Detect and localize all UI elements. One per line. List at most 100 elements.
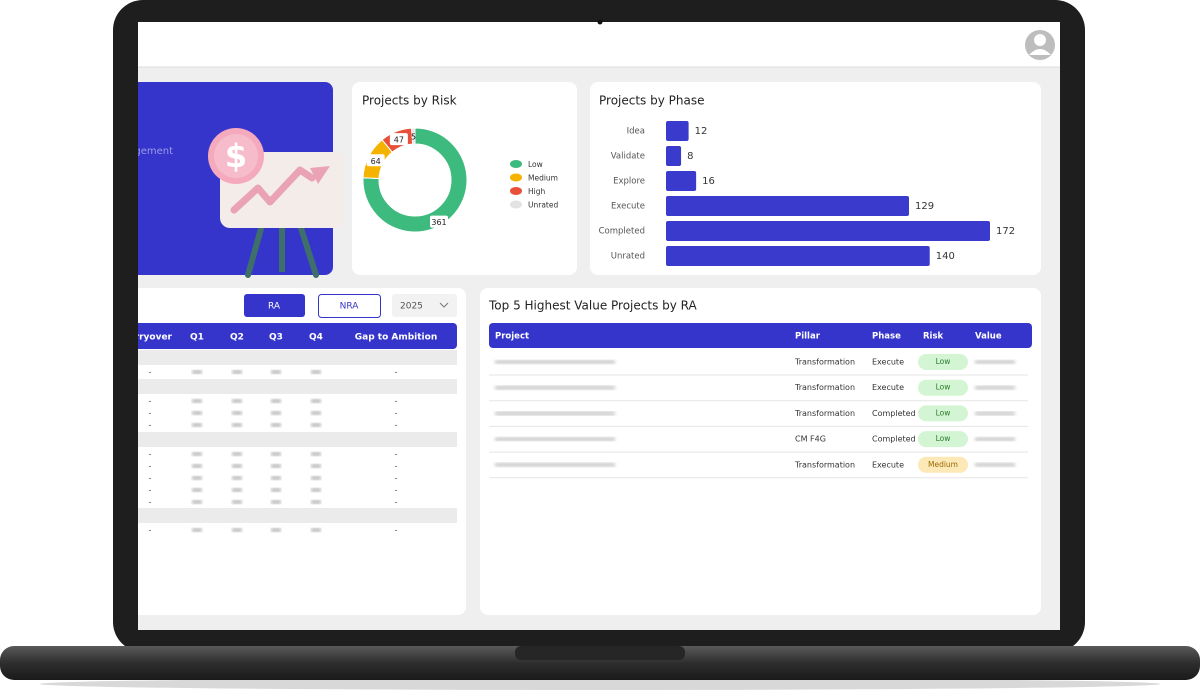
chevron — [439, 302, 449, 308]
cell: - — [149, 421, 152, 430]
cell: - — [395, 397, 398, 406]
blurred-cell — [271, 411, 281, 415]
legend-label: Unrated — [528, 201, 558, 210]
cell: Execute — [872, 383, 904, 392]
blurred-cell — [192, 500, 202, 504]
notch — [515, 646, 685, 660]
blurred-cell — [192, 399, 202, 403]
blurred-cell — [311, 399, 321, 403]
risk-label: Low — [936, 434, 951, 443]
ra-button[interactable] — [244, 294, 305, 317]
cell: - — [149, 409, 152, 418]
data-label: 12 — [695, 126, 708, 137]
cell: Completed — [872, 409, 916, 418]
year-dropdown[interactable] — [392, 294, 457, 317]
cell: - — [395, 409, 398, 418]
risk-label: Medium — [928, 460, 958, 469]
label-box — [430, 215, 448, 228]
donut-slice — [411, 127, 416, 145]
cell: Transformation — [794, 383, 855, 392]
table-title: Top 5 Highest Value Projects by RA — [488, 299, 698, 313]
blurred-cell — [311, 452, 321, 456]
data-label: 140 — [936, 251, 955, 262]
blurred-cell — [311, 488, 321, 492]
data-label: 129 — [915, 201, 934, 212]
data-label: 361 — [431, 218, 446, 227]
cell: Transformation — [794, 358, 855, 367]
blurred-cell — [232, 399, 242, 403]
blurred-cell — [975, 437, 1015, 442]
data-label: 172 — [996, 226, 1015, 237]
blurred-cell — [495, 385, 615, 390]
cell: Execute — [872, 358, 904, 367]
blurred-cell — [975, 411, 1015, 416]
column-header: Q1 — [190, 333, 204, 343]
shadow — [40, 678, 1160, 690]
blurred-cell — [232, 476, 242, 480]
risk-label: Low — [936, 383, 951, 392]
blurred-cell — [271, 476, 281, 480]
blurred-cell — [232, 528, 242, 532]
cell: - — [395, 368, 398, 377]
blurred-cell — [192, 370, 202, 374]
y-tick-label: Explore — [613, 177, 645, 187]
nra-button[interactable] — [318, 294, 381, 318]
blurred-cell — [192, 464, 202, 468]
legend-label: Medium — [528, 174, 558, 183]
group-row — [138, 379, 457, 394]
legend-marker — [510, 200, 522, 209]
blurred-cell — [232, 452, 242, 456]
blurred-cell — [975, 462, 1015, 467]
blurred-cell — [232, 500, 242, 504]
blurred-cell — [232, 423, 242, 427]
legend-marker — [510, 173, 522, 182]
label-box — [366, 154, 385, 167]
column-header: Value — [975, 332, 1002, 342]
group-row — [138, 432, 457, 447]
data-label: 5 — [411, 133, 416, 142]
cell: - — [149, 474, 152, 483]
button-label: NRA — [340, 302, 360, 312]
cell: - — [395, 462, 398, 471]
cell: - — [149, 397, 152, 406]
cell: - — [149, 498, 152, 507]
blurred-cell — [311, 423, 321, 427]
blurred-cell — [495, 437, 615, 442]
chart-title: Projects by Phase — [599, 94, 705, 108]
blurred-cell — [232, 464, 242, 468]
column-header: Phase — [872, 332, 901, 342]
group-row — [138, 350, 457, 365]
blurred-cell — [271, 528, 281, 532]
bar — [666, 121, 689, 141]
screen: $ Management Projects by Risk Projects b… — [107, 22, 1060, 630]
avatar-head — [1034, 34, 1046, 46]
column-header: Carryover — [122, 333, 173, 343]
cell: - — [395, 498, 398, 507]
blurred-cell — [311, 411, 321, 415]
donut-slice — [362, 127, 468, 233]
legend-label: Low — [528, 160, 543, 169]
right-table-panel — [480, 288, 1041, 615]
dropdown-value: 2025 — [400, 302, 423, 312]
cell: - — [395, 486, 398, 495]
risk-label: Low — [936, 357, 951, 366]
blurred-cell — [271, 399, 281, 403]
column-header: Project — [495, 332, 529, 342]
cell: Completed — [872, 435, 916, 444]
blurred-cell — [975, 385, 1015, 390]
label-box — [389, 133, 408, 146]
cell: - — [149, 450, 152, 459]
cell: - — [149, 462, 152, 471]
cell: - — [395, 450, 398, 459]
blurred-cell — [232, 488, 242, 492]
card-subtitle: Management — [107, 146, 173, 157]
blurred-cell — [271, 370, 281, 374]
data-label: 8 — [687, 151, 693, 162]
cell: Transformation — [794, 409, 855, 418]
bar — [666, 171, 697, 191]
blurred-cell — [311, 464, 321, 468]
y-tick-label: Completed — [599, 227, 645, 237]
blurred-cell — [232, 370, 242, 374]
